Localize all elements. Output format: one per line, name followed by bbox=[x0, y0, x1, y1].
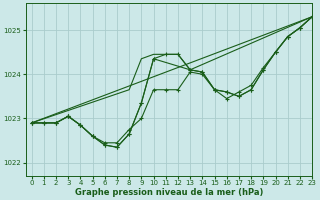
X-axis label: Graphe pression niveau de la mer (hPa): Graphe pression niveau de la mer (hPa) bbox=[75, 188, 263, 197]
